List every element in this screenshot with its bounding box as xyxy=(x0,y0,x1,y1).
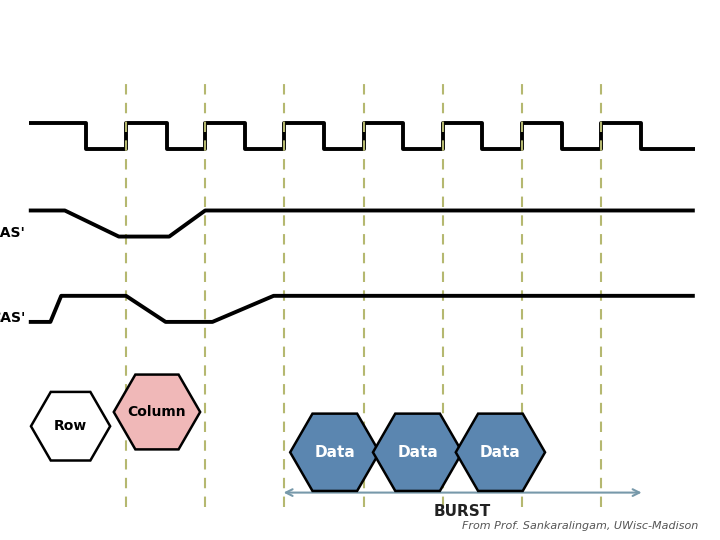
Text: Column: Column xyxy=(127,405,186,419)
Text: Synchronous DRAM (SDRAM): Synchronous DRAM (SDRAM) xyxy=(133,19,587,47)
Text: From Prof. Sankaralingam, UWisc-Madison: From Prof. Sankaralingam, UWisc-Madison xyxy=(462,521,698,530)
Text: Data: Data xyxy=(315,445,355,460)
Polygon shape xyxy=(290,414,379,491)
Text: CAS': CAS' xyxy=(0,311,25,325)
Text: BURST: BURST xyxy=(434,504,491,519)
Polygon shape xyxy=(114,375,200,449)
Text: Data: Data xyxy=(397,445,438,460)
Polygon shape xyxy=(373,414,462,491)
Text: RAS': RAS' xyxy=(0,226,25,240)
Text: Row: Row xyxy=(54,419,87,433)
Polygon shape xyxy=(456,414,545,491)
Text: Data: Data xyxy=(480,445,521,460)
Polygon shape xyxy=(31,392,110,461)
